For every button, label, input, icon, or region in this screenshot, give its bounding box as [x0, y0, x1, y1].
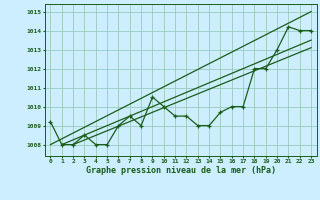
- X-axis label: Graphe pression niveau de la mer (hPa): Graphe pression niveau de la mer (hPa): [86, 166, 276, 175]
